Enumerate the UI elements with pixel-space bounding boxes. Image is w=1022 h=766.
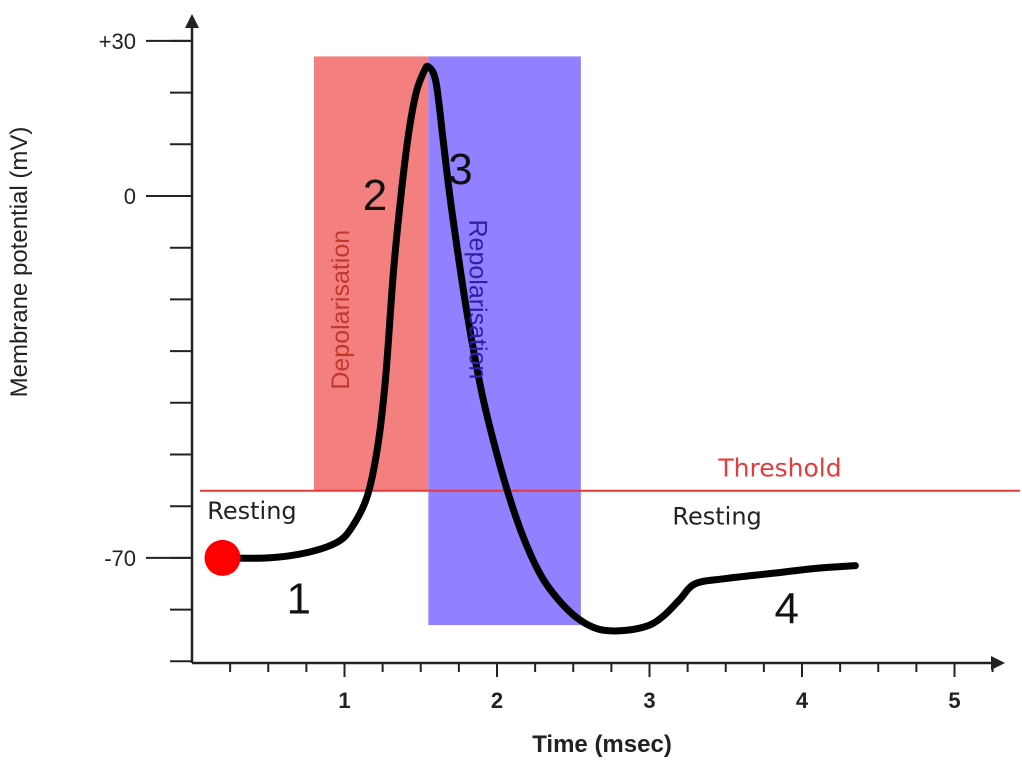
series-lines: [204, 62, 859, 635]
phase-number-label: 3: [448, 145, 472, 194]
x-tick-label: 2: [491, 688, 503, 713]
x-tick-label: 3: [643, 688, 655, 713]
x-axis-title: Time (msec): [532, 731, 672, 758]
action-potential-line: [219, 62, 859, 635]
y-axis-arrow: [185, 14, 199, 28]
band-repolarisation: [428, 56, 581, 626]
phase-number-label: 1: [287, 574, 311, 623]
band-label: Repolarisation: [464, 219, 492, 379]
x-tick-label: 1: [338, 688, 350, 713]
y-ticks: +30 0 -70: [99, 29, 192, 663]
y-tick-label: +30: [99, 29, 136, 54]
annotations: Depolarisation Repolarisation Resting Resti…: [207, 145, 799, 633]
x-axis-arrow: [991, 656, 1005, 670]
threshold-label: Threshold: [717, 454, 841, 483]
x-ticks: 1 2 3 4 5: [229, 663, 994, 713]
y-axis-title: Membrane potential (mV): [6, 127, 33, 398]
x-tick-label: 5: [948, 688, 960, 713]
band-label: Depolarisation: [327, 230, 355, 390]
axes: +30 0 -70 1 2 3 4 5: [99, 14, 1005, 713]
phase-number-label: 2: [363, 171, 387, 220]
phase-number-label: 4: [775, 585, 799, 634]
y-tick-label: 0: [124, 184, 136, 209]
resting-label: Resting: [672, 502, 761, 530]
resting-label: Resting: [207, 497, 296, 525]
resting-marker: [204, 539, 241, 576]
threshold: Threshold: [200, 454, 1020, 492]
y-tick-label: -70: [104, 546, 136, 571]
x-tick-label: 4: [796, 688, 809, 713]
